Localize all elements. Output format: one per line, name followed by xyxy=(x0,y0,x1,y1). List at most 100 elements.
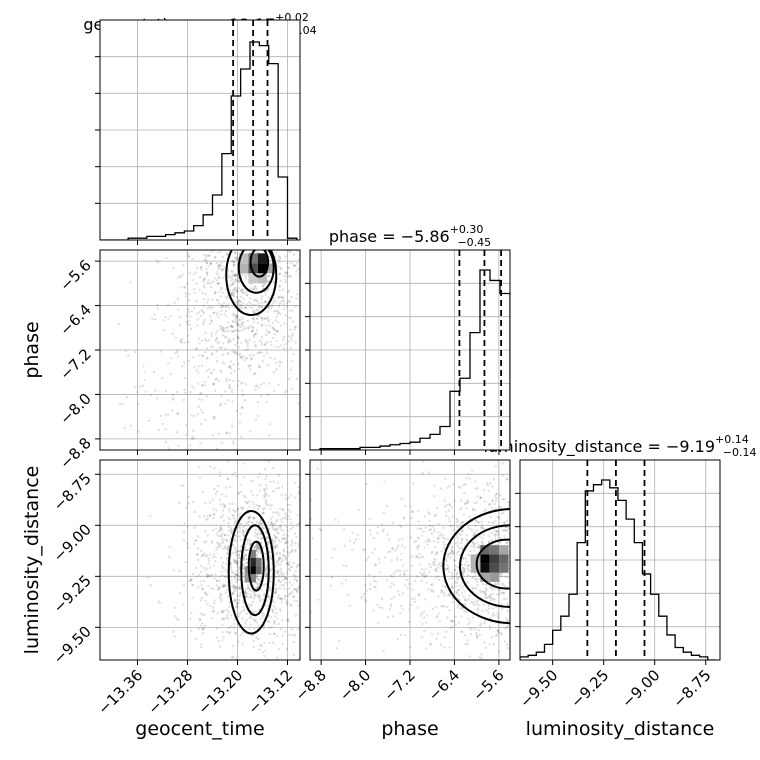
sample-point xyxy=(228,378,231,382)
sample-point xyxy=(189,629,193,633)
sample-point xyxy=(252,639,255,643)
sample-point xyxy=(444,537,447,541)
sample-point xyxy=(221,540,225,543)
sample-point xyxy=(505,541,508,544)
sample-point xyxy=(294,326,297,329)
sample-point xyxy=(233,314,237,317)
sample-point xyxy=(277,558,280,562)
sample-point xyxy=(392,583,396,586)
sample-point xyxy=(233,599,237,602)
sample-point xyxy=(236,574,239,577)
sample-point xyxy=(259,489,262,493)
sample-point xyxy=(274,591,277,595)
sample-point xyxy=(481,537,484,540)
sample-point xyxy=(273,601,276,604)
sample-point xyxy=(490,588,494,591)
sample-point xyxy=(477,546,480,549)
sample-point xyxy=(233,288,237,292)
panel-contents xyxy=(302,460,515,660)
sample-point xyxy=(215,627,219,630)
sample-point xyxy=(245,356,249,360)
sample-point xyxy=(262,494,266,498)
sample-point xyxy=(510,563,512,565)
sample-point xyxy=(185,243,187,245)
sample-point xyxy=(271,538,274,541)
sample-point xyxy=(223,583,227,587)
sample-point xyxy=(246,501,249,505)
sample-point xyxy=(297,492,300,496)
sample-point xyxy=(242,709,244,711)
sample-point xyxy=(440,589,444,593)
sample-point xyxy=(454,582,457,585)
sample-point xyxy=(234,257,237,260)
sample-point xyxy=(218,324,222,328)
sample-point xyxy=(426,543,429,546)
sample-point xyxy=(195,347,198,350)
sample-point xyxy=(244,383,248,386)
sample-point xyxy=(287,496,291,499)
sample-point xyxy=(255,246,257,248)
sample-point xyxy=(390,547,394,550)
sample-point xyxy=(422,460,425,463)
sample-point xyxy=(281,529,285,532)
sample-point xyxy=(286,517,289,521)
sample-point xyxy=(483,620,487,623)
sample-point xyxy=(410,564,414,568)
sample-point xyxy=(451,625,454,628)
x-tick-label: −13.12 xyxy=(244,666,296,718)
panel-background xyxy=(100,460,300,660)
sample-point xyxy=(292,595,296,599)
sample-point xyxy=(240,306,244,310)
sample-point xyxy=(198,397,201,401)
sample-point xyxy=(442,534,445,537)
sample-point xyxy=(225,608,229,612)
sample-point xyxy=(466,573,470,577)
sample-point xyxy=(198,288,201,292)
sample-point xyxy=(435,605,438,609)
sample-point xyxy=(206,271,209,274)
sample-point xyxy=(281,642,284,646)
sample-point xyxy=(279,525,282,528)
sample-point xyxy=(286,302,289,305)
sample-point xyxy=(307,558,309,560)
sample-point xyxy=(429,566,432,569)
sample-point xyxy=(244,590,247,593)
sample-point xyxy=(264,500,267,504)
sample-point xyxy=(237,323,240,326)
sample-point xyxy=(273,528,276,532)
sample-point xyxy=(231,502,234,506)
sample-point xyxy=(270,521,273,525)
sample-point xyxy=(513,619,515,621)
sample-point xyxy=(459,533,463,536)
sample-point xyxy=(435,552,439,555)
sample-point xyxy=(274,545,277,549)
sample-point xyxy=(215,636,219,640)
sample-point xyxy=(302,569,304,571)
sample-point xyxy=(265,565,269,568)
sample-point xyxy=(193,291,196,295)
sample-point xyxy=(235,290,238,293)
sample-point xyxy=(247,627,251,631)
sample-point xyxy=(484,586,488,590)
sample-point xyxy=(202,689,204,691)
sample-point xyxy=(240,355,243,359)
sample-point xyxy=(276,312,280,315)
sample-point xyxy=(440,605,443,608)
sample-point xyxy=(262,511,265,515)
sample-point xyxy=(302,608,304,610)
sample-point xyxy=(451,600,455,604)
sample-point xyxy=(280,560,283,564)
sample-point xyxy=(289,368,292,371)
sample-point xyxy=(235,322,238,325)
sample-point xyxy=(454,615,457,619)
sample-point xyxy=(254,586,258,590)
sample-point xyxy=(262,317,266,320)
sample-point xyxy=(259,643,262,647)
sample-point xyxy=(418,552,421,556)
sample-point xyxy=(421,568,424,571)
sample-point xyxy=(280,557,283,560)
sample-point xyxy=(266,675,268,677)
sample-point xyxy=(464,483,467,486)
sample-point xyxy=(216,329,219,333)
sample-point xyxy=(235,602,239,605)
